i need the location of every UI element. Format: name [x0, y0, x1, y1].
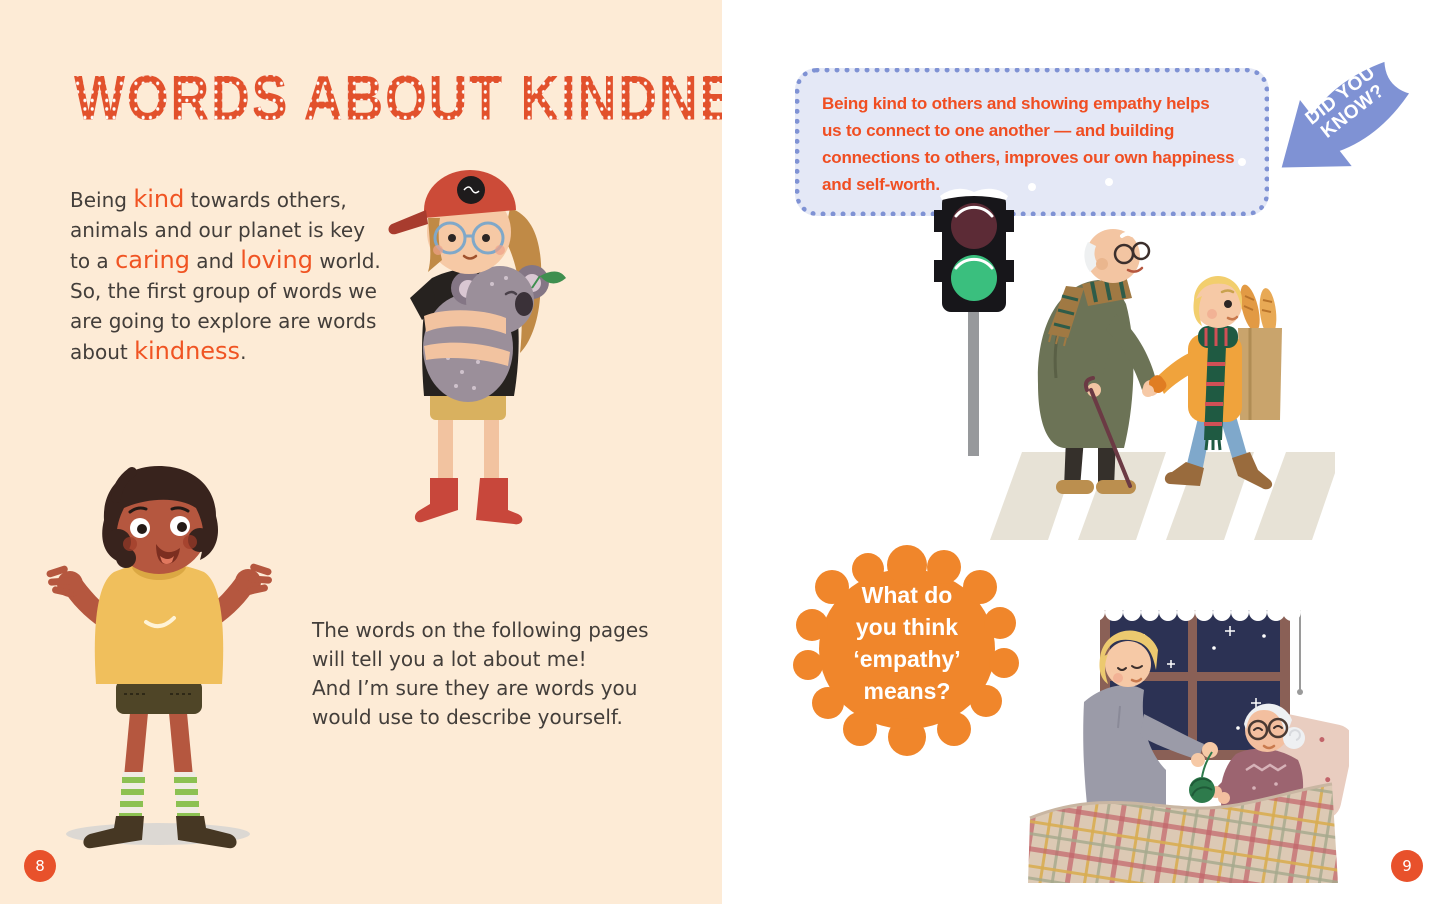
intro-text: Being — [70, 188, 134, 212]
snow-dot — [1105, 178, 1113, 186]
outro-line: The words on the following pages — [312, 618, 649, 642]
splat-shape — [793, 545, 1019, 756]
highlight-word-kind: kind — [133, 185, 185, 213]
question-line: you think — [855, 614, 959, 640]
callout-line: and self-worth. — [822, 175, 940, 194]
highlight-word-caring: caring — [115, 246, 190, 274]
traffic-light-icon — [934, 188, 1014, 456]
outro-line: would use to describe yourself. — [312, 705, 623, 729]
callout-line: us to connect to one another — and build… — [822, 121, 1175, 140]
page-number-left: 8 — [24, 850, 56, 882]
crossing-street-illustration — [934, 188, 1335, 540]
kid-in-hoodie-illustration — [46, 466, 272, 849]
did-you-know-arrow-icon — [1281, 61, 1410, 168]
girl-with-koala-illustration — [388, 170, 566, 525]
intro-text: towards others, — [184, 188, 347, 212]
question-text: What do you think ‘empathy’ means? — [788, 579, 1026, 707]
yarn-ball — [1189, 777, 1215, 803]
highlight-word-kindness: kindness — [134, 337, 241, 365]
highlight-word-loving: loving — [240, 246, 313, 274]
outro-line: And I’m sure they are words you — [312, 676, 638, 700]
outro-paragraph: The words on the following pages will te… — [312, 616, 649, 732]
intro-paragraph: Being kind towards others, animals and o… — [70, 184, 381, 367]
question-line: ‘empathy’ — [853, 646, 961, 672]
intro-text: . — [240, 340, 247, 364]
callout-line: connections to others, improves our own … — [822, 148, 1235, 167]
question-line: What do — [861, 582, 953, 608]
zebra-crossing — [990, 452, 1335, 540]
question-line: means? — [863, 678, 951, 704]
intro-text: are going to explore are words — [70, 309, 377, 333]
intro-text: So, the first group of words we — [70, 279, 377, 303]
page-title: WORDS ABOUT KINDNESS — [74, 62, 813, 136]
intro-text: about — [70, 340, 135, 364]
outro-line: will tell you a lot about me! — [312, 647, 587, 671]
intro-text: animals and our planet is key — [70, 218, 366, 242]
bedside-visit-illustration — [1024, 588, 1349, 883]
page-number-right: 9 — [1391, 850, 1423, 882]
intro-text: to a — [70, 249, 116, 273]
did-you-know-callout: Being kind to others and showing empathy… — [795, 68, 1269, 216]
callout-line: Being kind to others and showing empathy… — [822, 94, 1210, 113]
plaid-blanket — [1028, 784, 1338, 883]
snow-dot — [1238, 158, 1246, 166]
intro-text: and — [189, 249, 241, 273]
left-page: WORDS ABOUT KINDNESS Being kind towards … — [0, 0, 813, 904]
child-figure — [1142, 276, 1282, 490]
elderly-man-figure — [1037, 229, 1159, 494]
intro-text: world. — [312, 249, 381, 273]
question-bubble: What do you think ‘empathy’ means? — [788, 543, 1026, 757]
snow-dot — [1028, 183, 1036, 191]
visiting-boy-figure — [1083, 630, 1218, 814]
